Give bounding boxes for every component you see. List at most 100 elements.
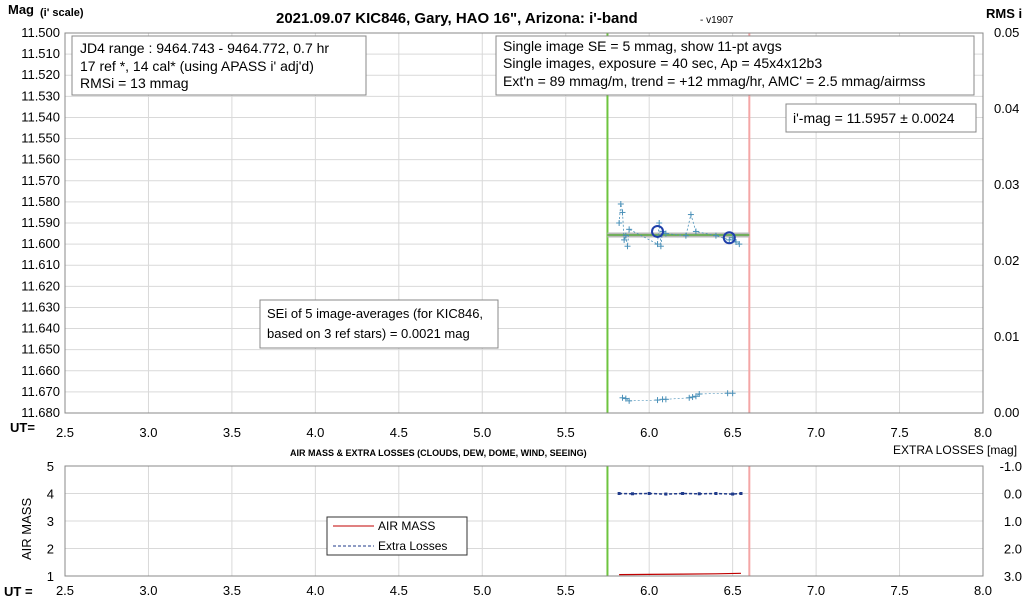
legend-label-extra-losses: Extra Losses — [378, 539, 447, 553]
lower-x-ticks: 2.5 3.0 3.5 4.0 4.5 5.0 5.5 6.0 6.5 7.0 7.5 8.0 — [56, 583, 992, 598]
upper-x-tick-label: 2.5 — [56, 425, 74, 440]
upper-y-tick-label: 11.500 — [21, 25, 60, 40]
lower-chart-title: AIR MASS & EXTRA LOSSES (CLOUDS, DEW, DO… — [290, 448, 587, 458]
lower-y2-tick-label: 0.0 — [1004, 487, 1022, 502]
single-image-point — [657, 243, 664, 250]
lower-plot-frame — [64, 465, 984, 577]
average-point — [651, 224, 665, 238]
single-image-point — [736, 241, 743, 248]
upper-x-tick-label: 3.5 — [223, 425, 241, 440]
single-image-point — [654, 241, 661, 248]
chart-title: 2021.09.07 KIC846, Gary, HAO 16", Arizon… — [276, 10, 638, 27]
upper-y-tick-label: 11.680 — [21, 405, 60, 420]
annotation-box-4-line-1: SEi of 5 image-averages (for KIC846, — [267, 306, 483, 321]
upper-y-tick-label: 11.510 — [21, 46, 60, 61]
upper-y-ticks: 11.500 11.510 11.520 11.530 11.540 11.550 11.5… — [21, 25, 60, 420]
single-image-point — [616, 220, 623, 226]
lower-x-tick-label: 6.0 — [640, 583, 658, 598]
annotation-box-1-line-2: 17 ref *, 14 cal* (using APASS i' adj'd) — [80, 58, 314, 74]
rms-point — [689, 394, 696, 401]
single-image-point — [619, 209, 626, 216]
lower-x-tick-label: 3.5 — [223, 583, 241, 598]
y-axis-label-note: (i' scale) — [40, 7, 84, 19]
legend: AIR MASS Extra Losses — [326, 516, 468, 556]
lower-y-ticks: 5 4 3 2 1 — [47, 459, 54, 584]
extra-losses-point — [731, 492, 735, 496]
lower-y2-ticks: -1.0 0.0 1.0 2.0 3.0 — [1000, 459, 1022, 584]
y2-axis-label: RMS i — [986, 6, 1022, 21]
upper-y-tick-label: 11.560 — [21, 152, 60, 167]
upper-x-tick-label: 4.5 — [390, 425, 408, 440]
air-mass-line — [619, 572, 742, 576]
annotation-box-2-line-3: Ext'n = 89 mmag/m, trend = +12 mmag/hr, … — [503, 73, 925, 89]
single-image-point — [712, 232, 719, 239]
lower-x-tick-label: 4.0 — [306, 583, 324, 598]
lower-x-tick-label: 7.0 — [807, 583, 825, 598]
upper-y2-tick-label: 0.04 — [994, 101, 1019, 116]
rms-point — [619, 394, 626, 401]
lower-y2-tick-label: -1.0 — [1000, 459, 1022, 474]
annotation-box-2-line-2: Single images, exposure = 40 sec, Ap = 4… — [503, 55, 822, 71]
average-point — [722, 231, 736, 245]
upper-y-tick-label: 11.670 — [21, 384, 60, 399]
upper-y2-tick-label: 0.00 — [994, 405, 1019, 420]
lower-x-tick-label: 6.5 — [724, 583, 742, 598]
annotation-box-4-line-2: based on 3 ref stars) = 0.0021 mag — [267, 326, 470, 341]
upper-x-tick-label: 3.0 — [139, 425, 157, 440]
lower-y2-tick-label: 2.0 — [1004, 542, 1022, 557]
single-image-point — [626, 226, 633, 233]
upper-y-tick-label: 11.540 — [21, 109, 60, 124]
lower-y-tick-label: 5 — [47, 459, 54, 474]
lower-y-tick-label: 4 — [47, 487, 54, 502]
rms-point — [729, 390, 736, 397]
extra-losses-point — [681, 492, 685, 495]
upper-x-tick-label: 5.0 — [473, 425, 491, 440]
rms-point — [622, 395, 629, 402]
rms-point — [692, 393, 699, 400]
upper-x-tick-label: 6.5 — [724, 425, 742, 440]
upper-plot-frame — [64, 32, 984, 414]
rms-point — [626, 397, 633, 404]
extra-losses-point — [714, 492, 718, 495]
lower-y-tick-label: 1 — [47, 569, 54, 584]
rms-point — [654, 397, 661, 404]
lower-y-tick-label: 3 — [47, 514, 54, 529]
lower-y2-tick-label: 1.0 — [1004, 514, 1022, 529]
upper-x-tick-label: 4.0 — [306, 425, 324, 440]
extra-losses-point — [647, 492, 651, 495]
upper-x-tick-label: 5.5 — [557, 425, 575, 440]
annotation-box-2: Single image SE = 5 mmag, show 11-pt avg… — [495, 35, 975, 96]
lower-y2-axis-label: EXTRA LOSSES [mag] — [893, 443, 1017, 457]
upper-series — [616, 201, 743, 404]
lower-y-tick-label: 2 — [47, 542, 54, 557]
upper-y2-ticks: 0.05 0.04 0.03 0.02 0.01 0.00 — [994, 25, 1019, 420]
upper-vertical-lines — [606, 33, 751, 413]
lower-vertical-lines — [606, 466, 751, 576]
annotation-box-3: i'-mag = 11.5957 ± 0.0024 — [785, 103, 977, 133]
lower-x-tick-label: 5.5 — [557, 583, 575, 598]
single-image-point — [682, 232, 689, 239]
upper-y-tick-label: 11.610 — [21, 257, 60, 272]
x-axis-label-lower: UT = — [4, 584, 33, 599]
lower-x-tick-label: 3.0 — [139, 583, 157, 598]
single-image-point — [656, 220, 663, 226]
upper-y-tick-label: 11.570 — [21, 173, 60, 188]
upper-y2-tick-label: 0.03 — [994, 177, 1019, 192]
single-image-point — [617, 201, 624, 207]
extra-losses-point — [739, 492, 743, 495]
x-axis-label-upper: UT= — [10, 420, 35, 435]
upper-y-tick-label: 11.520 — [21, 67, 60, 82]
rms-point — [724, 390, 731, 397]
upper-y-tick-label: 11.550 — [21, 131, 60, 146]
extra-losses-point — [697, 492, 701, 496]
upper-y2-tick-label: 0.05 — [994, 25, 1019, 40]
legend-label-air-mass: AIR MASS — [378, 519, 435, 533]
extra-losses-line — [619, 492, 742, 495]
upper-y-tick-label: 11.650 — [21, 342, 60, 357]
single-image-point — [687, 211, 694, 218]
y-axis-label-main: Mag — [8, 2, 34, 17]
upper-x-tick-label: 6.0 — [640, 425, 658, 440]
lower-y2-tick-label: 3.0 — [1004, 569, 1022, 584]
single-image-connector — [618, 203, 740, 247]
single-image-point — [624, 243, 631, 250]
